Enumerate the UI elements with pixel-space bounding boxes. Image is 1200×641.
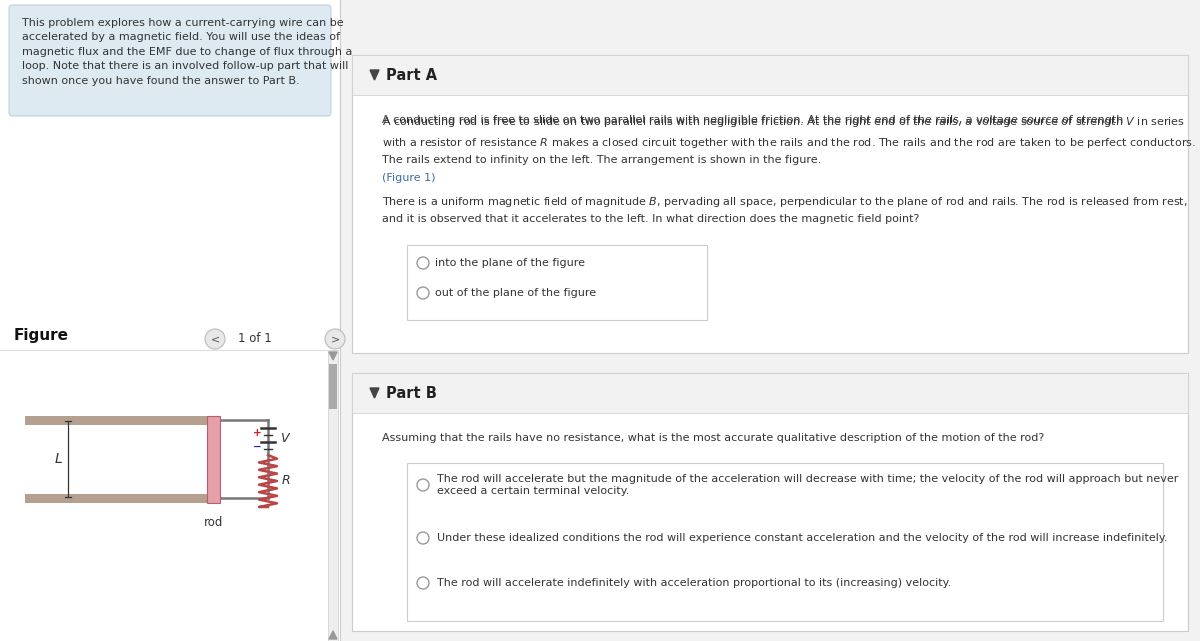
Bar bbox=[340, 0, 1200, 641]
Text: +: + bbox=[253, 428, 262, 438]
Text: There is a uniform magnetic field of magnitude $B$, pervading all space, perpend: There is a uniform magnetic field of mag… bbox=[382, 195, 1188, 224]
Polygon shape bbox=[329, 352, 337, 360]
Text: $V$: $V$ bbox=[280, 431, 292, 444]
Text: Part A: Part A bbox=[386, 67, 437, 83]
Text: A conducting rod is free to slide on two parallel rails with negligible friction: A conducting rod is free to slide on two… bbox=[382, 115, 1196, 165]
Bar bbox=[407, 245, 707, 320]
Text: Part B: Part B bbox=[386, 385, 437, 401]
Text: out of the plane of the figure: out of the plane of the figure bbox=[436, 288, 596, 298]
Text: Figure: Figure bbox=[14, 328, 70, 343]
Text: The rod will accelerate but the magnitude of the acceleration will decrease with: The rod will accelerate but the magnitud… bbox=[437, 474, 1178, 495]
Bar bbox=[0, 0, 340, 641]
Polygon shape bbox=[329, 631, 337, 639]
Bar bbox=[25, 416, 214, 425]
Bar bbox=[208, 416, 220, 503]
Text: $L$: $L$ bbox=[54, 452, 62, 466]
Text: Assuming that the rails have no resistance, what is the most accurate qualitativ: Assuming that the rails have no resistan… bbox=[382, 433, 1044, 443]
Text: rod: rod bbox=[204, 516, 223, 529]
Bar bbox=[352, 55, 1188, 353]
Text: Under these idealized conditions the rod will experience constant acceleration a: Under these idealized conditions the rod… bbox=[437, 533, 1168, 543]
Text: A conducting rod is free to slide on two parallel rails with negligible friction: A conducting rod is free to slide on two… bbox=[382, 115, 1127, 125]
Text: into the plane of the figure: into the plane of the figure bbox=[436, 258, 586, 268]
Circle shape bbox=[205, 329, 226, 349]
Bar bbox=[25, 494, 214, 503]
Bar bbox=[407, 463, 1163, 621]
Bar bbox=[328, 350, 338, 641]
Text: −: − bbox=[253, 442, 262, 452]
FancyBboxPatch shape bbox=[10, 5, 331, 116]
Text: <: < bbox=[210, 334, 220, 344]
Text: $R$: $R$ bbox=[281, 474, 290, 488]
Polygon shape bbox=[370, 70, 379, 80]
Text: (Figure 1): (Figure 1) bbox=[382, 173, 436, 183]
Bar bbox=[329, 364, 337, 409]
Text: >: > bbox=[330, 334, 340, 344]
Bar bbox=[352, 55, 1188, 95]
Text: 1 of 1: 1 of 1 bbox=[238, 333, 272, 345]
Text: This problem explores how a current-carrying wire can be
accelerated by a magnet: This problem explores how a current-carr… bbox=[22, 18, 366, 86]
Circle shape bbox=[325, 329, 346, 349]
Bar bbox=[352, 373, 1188, 631]
Bar bbox=[352, 373, 1188, 413]
Polygon shape bbox=[370, 388, 379, 398]
Text: The rod will accelerate indefinitely with acceleration proportional to its (incr: The rod will accelerate indefinitely wit… bbox=[437, 578, 952, 588]
